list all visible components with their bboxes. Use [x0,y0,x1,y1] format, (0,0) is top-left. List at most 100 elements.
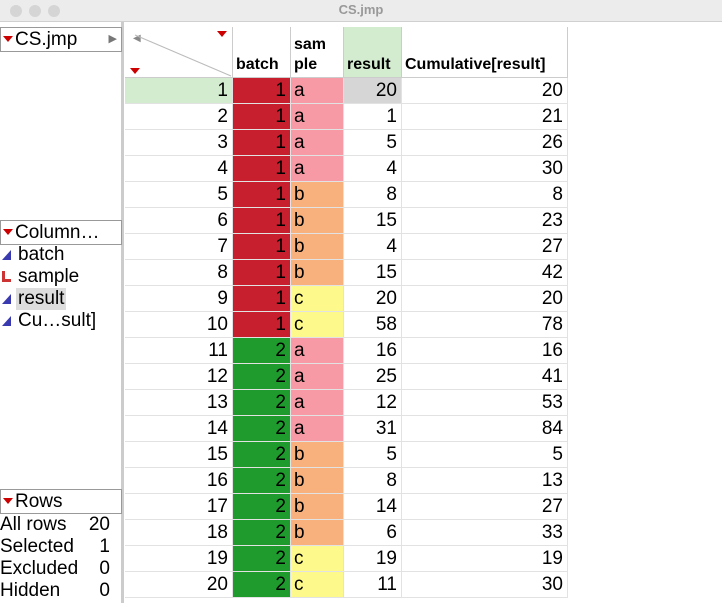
row-number[interactable]: 15 [125,442,233,468]
cumulative-cell: 20 [402,286,568,312]
batch-cell: 2 [233,338,291,364]
row-number[interactable]: 11 [125,338,233,364]
result-cell: 8 [344,182,402,208]
cumulative-cell: 5 [402,442,568,468]
sample-cell: a [291,130,344,156]
result-cell: 20 [344,286,402,312]
batch-cell: 2 [233,364,291,390]
column-header-label: batch [236,56,279,73]
rows-panel[interactable]: Rows [0,489,122,514]
result-cell: 5 [344,130,402,156]
minimize-button[interactable] [29,5,41,17]
result-cell: 19 [344,546,402,572]
row-number[interactable]: 3 [125,130,233,156]
row-number[interactable]: 2 [125,104,233,130]
row-number[interactable]: 7 [125,234,233,260]
row-state-value: 0 [99,558,110,579]
left-panel: CS.jmp ▶ Column… batch sample result Cu…sult… [0,22,124,603]
row-number[interactable]: 1 [125,78,233,104]
table-panel[interactable]: CS.jmp ▶ [0,27,122,52]
row-number[interactable]: 14 [125,416,233,442]
row-number[interactable]: 20 [125,572,233,598]
row-number[interactable]: 4 [125,156,233,182]
row-number[interactable]: 16 [125,468,233,494]
row-state-value: 20 [88,514,110,535]
row-number[interactable]: 12 [125,364,233,390]
sample-cell: c [291,572,344,598]
result-cell: 16 [344,338,402,364]
cumulative-cell: 8 [402,182,568,208]
batch-cell: 1 [233,286,291,312]
sample-cell: b [291,520,344,546]
cumulative-cell: 26 [402,130,568,156]
batch-cell: 1 [233,130,291,156]
sample-cell: b [291,234,344,260]
row-number[interactable]: 19 [125,546,233,572]
sample-cell: a [291,156,344,182]
cumulative-cell: 20 [402,78,568,104]
sample-cell: a [291,416,344,442]
corner-cell[interactable]: ◀ [125,27,233,78]
data-grid: ◀ batch sample result Cumulative[result] 1 1 a… [125,27,722,603]
column-item[interactable]: result [0,288,122,310]
sample-cell: c [291,546,344,572]
column-header-label: sample [294,36,327,73]
sample-cell: a [291,390,344,416]
result-cell: 4 [344,234,402,260]
columns-header: Column… [15,222,100,243]
result-cell: 14 [344,494,402,520]
row-number[interactable]: 18 [125,520,233,546]
column-header[interactable]: result [344,27,402,78]
batch-cell: 2 [233,572,291,598]
sample-cell: a [291,364,344,390]
result-cell: 1 [344,104,402,130]
cumulative-cell: 23 [402,208,568,234]
row-number[interactable]: 10 [125,312,233,338]
result-cell: 31 [344,416,402,442]
row-number[interactable]: 6 [125,208,233,234]
cumulative-cell: 78 [402,312,568,338]
row-number[interactable]: 5 [125,182,233,208]
columns-panel[interactable]: Column… [0,220,122,245]
result-cell: 20 [344,78,402,104]
row-state-label: Selected [0,536,74,557]
column-header[interactable]: Cumulative[result] [402,27,568,78]
result-cell: 15 [344,260,402,286]
cumulative-cell: 84 [402,416,568,442]
zoom-button[interactable] [48,5,60,17]
cumulative-cell: 41 [402,364,568,390]
batch-cell: 2 [233,442,291,468]
cumulative-cell: 33 [402,520,568,546]
batch-cell: 1 [233,312,291,338]
title-bar: CS.jmp [0,0,722,22]
column-item[interactable]: batch [0,244,122,266]
row-number[interactable]: 13 [125,390,233,416]
row-number[interactable]: 17 [125,494,233,520]
batch-cell: 2 [233,546,291,572]
batch-cell: 2 [233,468,291,494]
batch-cell: 2 [233,494,291,520]
window-title: CS.jmp [338,2,384,17]
result-cell: 12 [344,390,402,416]
column-header[interactable]: sample [291,27,344,78]
result-cell: 4 [344,156,402,182]
close-button[interactable] [10,5,22,17]
row-number[interactable]: 9 [125,286,233,312]
result-cell: 25 [344,364,402,390]
cumulative-cell: 21 [402,104,568,130]
row-state-label: All rows [0,514,67,535]
batch-cell: 1 [233,260,291,286]
result-cell: 6 [344,520,402,546]
batch-cell: 1 [233,182,291,208]
column-item[interactable]: sample [0,266,122,288]
column-item[interactable]: Cu…sult] [0,310,122,332]
sample-cell: a [291,338,344,364]
row-number[interactable]: 8 [125,260,233,286]
cumulative-cell: 16 [402,338,568,364]
column-header[interactable]: batch [233,27,291,78]
cumulative-cell: 19 [402,546,568,572]
cumulative-cell: 42 [402,260,568,286]
cumulative-cell: 30 [402,156,568,182]
sample-cell: b [291,468,344,494]
